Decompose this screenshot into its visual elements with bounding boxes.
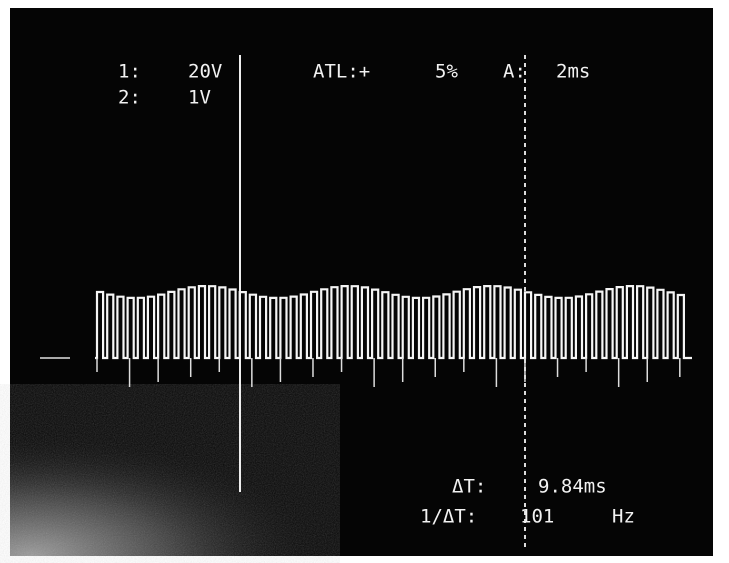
freq-value: 101 [520, 506, 554, 528]
ch2-scale: 1V [188, 87, 211, 109]
freq-label: 1/ΔT: [420, 506, 477, 528]
timebase-value: 2ms [556, 61, 590, 83]
pulse-train [95, 286, 692, 358]
ch1-scale: 20V [188, 61, 222, 83]
oscilloscope-screen: 1: 20V 2: 1V ATL:+ 5% A: 2ms ΔT: 9.84ms … [0, 0, 729, 563]
noise [10, 400, 310, 556]
timebase-label: A: [503, 61, 526, 83]
ch2-label: 2: [118, 87, 141, 109]
freq-unit: Hz [612, 506, 635, 528]
trigger-label: ATL:+ [313, 61, 370, 83]
trigger-level: 5% [435, 61, 458, 83]
ch1-label: 1: [118, 61, 141, 83]
delta-t-value: 9.84ms [538, 476, 607, 498]
delta-t-label: ΔT: [452, 476, 486, 498]
